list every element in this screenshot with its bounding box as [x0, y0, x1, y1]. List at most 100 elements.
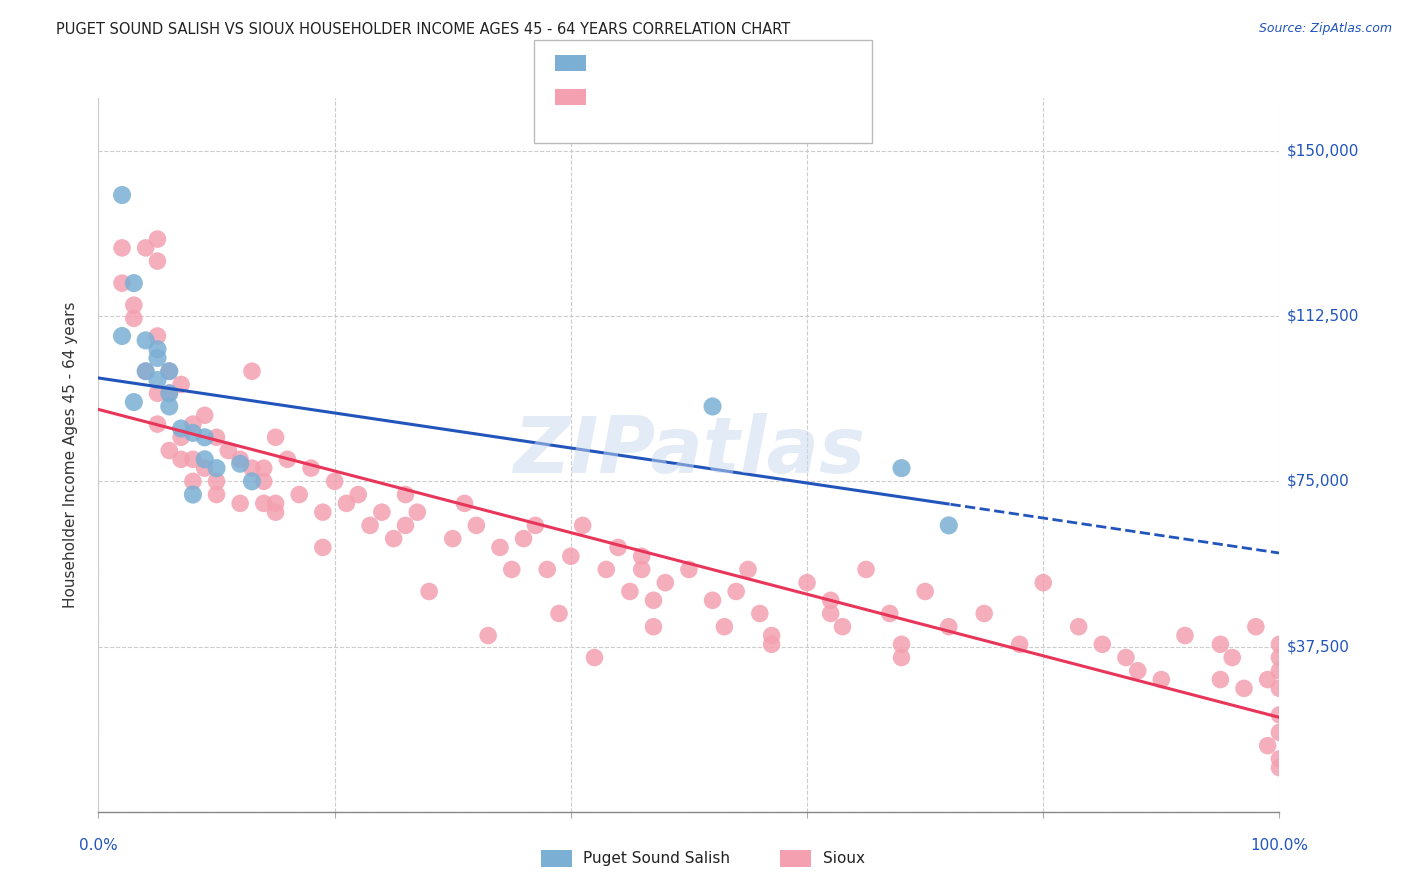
Point: [890, 637, 912, 651]
Point: [654, 575, 676, 590]
Text: R =: R =: [600, 87, 637, 105]
Point: [170, 377, 193, 392]
Point: [181, 425, 204, 440]
Text: Source: ZipAtlas.com: Source: ZipAtlas.com: [1258, 22, 1392, 36]
Text: N =: N =: [727, 87, 763, 105]
Point: [181, 487, 204, 501]
Point: [194, 461, 217, 475]
Point: [240, 475, 263, 489]
Text: 0.0%: 0.0%: [79, 838, 118, 854]
Point: [1233, 681, 1256, 696]
Point: [135, 241, 157, 255]
Point: [560, 549, 582, 564]
Point: [418, 584, 440, 599]
Point: [643, 593, 665, 607]
Point: [181, 475, 204, 489]
Text: -0.627: -0.627: [637, 87, 696, 105]
Point: [194, 430, 217, 444]
Point: [702, 593, 724, 607]
Point: [630, 549, 652, 564]
Point: [1268, 637, 1291, 651]
Point: [157, 386, 180, 401]
Point: [630, 562, 652, 576]
Point: [288, 487, 311, 501]
Point: [607, 541, 630, 555]
Point: [205, 475, 228, 489]
Point: [157, 386, 180, 401]
Point: [122, 395, 145, 409]
Point: [146, 386, 169, 401]
Point: [938, 620, 960, 634]
Point: [229, 496, 252, 510]
Point: [441, 532, 464, 546]
Point: [335, 496, 357, 510]
Point: [1244, 620, 1267, 634]
Text: Sioux: Sioux: [823, 851, 865, 865]
Text: R =: R =: [600, 54, 637, 71]
Text: -0.295: -0.295: [637, 54, 696, 71]
Text: $75,000: $75,000: [1286, 474, 1350, 489]
Point: [264, 430, 287, 444]
Point: [512, 532, 534, 546]
Point: [229, 457, 252, 471]
Point: [973, 607, 995, 621]
Text: $112,500: $112,500: [1286, 309, 1358, 324]
Point: [264, 505, 287, 519]
Point: [465, 518, 488, 533]
Y-axis label: Householder Income Ages 45 - 64 years: Householder Income Ages 45 - 64 years: [63, 301, 77, 608]
Point: [737, 562, 759, 576]
Point: [194, 452, 217, 467]
Point: [181, 452, 204, 467]
Text: 23: 23: [763, 54, 787, 71]
Point: [1174, 628, 1197, 642]
Point: [217, 443, 239, 458]
Point: [253, 461, 276, 475]
Text: 114: 114: [763, 87, 799, 105]
Point: [595, 562, 617, 576]
Point: [1209, 637, 1232, 651]
Point: [146, 232, 169, 246]
Point: [157, 400, 180, 414]
Point: [253, 475, 276, 489]
Point: [111, 276, 134, 290]
Point: [725, 584, 748, 599]
Point: [1091, 637, 1114, 651]
Point: [347, 487, 370, 501]
Point: [122, 298, 145, 312]
Point: [938, 518, 960, 533]
Point: [796, 575, 818, 590]
Point: [146, 329, 169, 343]
Point: [890, 461, 912, 475]
Text: $150,000: $150,000: [1286, 144, 1358, 159]
Point: [170, 421, 193, 435]
Point: [170, 452, 193, 467]
Point: [312, 541, 335, 555]
Point: [264, 496, 287, 510]
Point: [135, 334, 157, 348]
Point: [181, 417, 204, 431]
Point: [205, 487, 228, 501]
Point: [299, 461, 322, 475]
Point: [1268, 761, 1291, 775]
Point: [382, 532, 405, 546]
Point: [761, 628, 783, 642]
Point: [477, 628, 499, 642]
Point: [1268, 650, 1291, 665]
Point: [394, 487, 416, 501]
Point: [643, 620, 665, 634]
Point: [323, 475, 346, 489]
Point: [122, 311, 145, 326]
Point: [713, 620, 735, 634]
Point: [820, 593, 842, 607]
Point: [1008, 637, 1031, 651]
Point: [146, 351, 169, 365]
Point: [524, 518, 547, 533]
Point: [548, 607, 571, 621]
Point: [111, 241, 134, 255]
Point: [1257, 739, 1279, 753]
Point: [1067, 620, 1090, 634]
Point: [157, 364, 180, 378]
Point: [1209, 673, 1232, 687]
Point: [240, 364, 263, 378]
Point: [855, 562, 877, 576]
